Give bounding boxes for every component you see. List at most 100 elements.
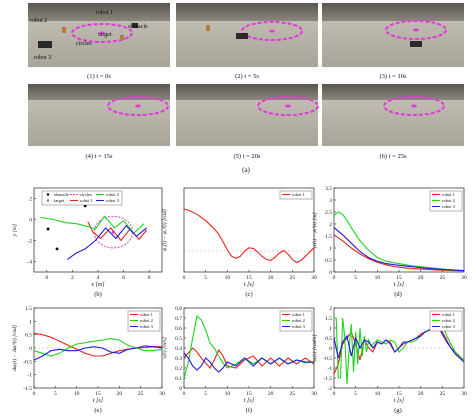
- target-point: [111, 230, 115, 234]
- panel-caption: (g): [394, 407, 402, 414]
- x-tick-label: 0: [183, 391, 186, 397]
- y-tick-label: 1.5: [325, 316, 332, 322]
- legend-label: robot 2: [106, 192, 119, 197]
- y-tick-label: 0.5: [175, 336, 182, 342]
- chart-panel-e: 0 5 10 15 20 25 30 -1.5 -1 -0.5 0 0.5 1 1.5 t [s] Δφᵢ(t…: [11, 306, 165, 414]
- x-tick-label: 25: [440, 391, 446, 397]
- target-marker: [269, 29, 275, 33]
- robot-body: [236, 33, 248, 39]
- y-tick-label: 0.3: [175, 356, 182, 362]
- legend-label: obstacle: [54, 192, 69, 197]
- series-line-robot-3: [33, 345, 163, 361]
- chart-panel-f: 0 5 10 15 20 25 30 0 0.1 0.2 0.3 0.4 0.5 0.6 0.7 0.8 t […: [161, 306, 317, 414]
- photo-panel-3: [322, 3, 464, 67]
- legend-marker: [46, 193, 50, 196]
- x-tick-label: 5: [204, 275, 207, 281]
- x-tick-label: 0: [45, 275, 48, 281]
- series-line-robot-3: [333, 227, 465, 272]
- x-tick-label: 20: [268, 391, 274, 397]
- legend-label: target: [54, 198, 65, 203]
- obstacle-point: [46, 227, 50, 231]
- x-tick-label: 30: [311, 391, 317, 397]
- circle-path: [385, 20, 447, 40]
- series-line-robot-1: [333, 234, 465, 272]
- target-marker: [285, 104, 291, 108]
- y-tick-label: 3: [329, 198, 332, 204]
- panel-caption: (c): [245, 291, 252, 298]
- x-axis-label: t [s]: [93, 398, 104, 404]
- x-tick-label: 0: [183, 275, 186, 281]
- photo-caption-6: (6) t = 25s: [380, 153, 407, 160]
- x-tick-label: 25: [138, 391, 144, 397]
- series-line-robot-1: [183, 347, 315, 369]
- x-axis-label: t [s]: [394, 282, 405, 288]
- legend-label: robot 3: [292, 324, 306, 329]
- y-tick-label: 0: [29, 346, 32, 352]
- y-tick-label: 0: [29, 218, 32, 224]
- overlay-label-target: target: [98, 32, 112, 38]
- photo-wall: [322, 3, 464, 21]
- panel-caption: (d): [394, 291, 402, 298]
- y-tick-label: -4: [27, 260, 32, 266]
- y-tick-label: 0.5: [325, 336, 332, 342]
- x-axis-label: t [s]: [244, 282, 255, 288]
- overlay-label-circles: circles: [76, 41, 92, 47]
- y-tick-label: -1.5: [323, 376, 332, 382]
- x-tick-label: 10: [375, 275, 381, 281]
- x-tick-label: 0: [333, 275, 336, 281]
- y-tick-label: 0: [329, 346, 332, 352]
- series-line-robot-1: [87, 221, 148, 242]
- legend-label: robot 1: [80, 198, 93, 203]
- y-tick-label: 1: [329, 246, 332, 252]
- y-tick-label: 0.2: [175, 366, 182, 372]
- x-tick-label: 15: [95, 391, 101, 397]
- panel-caption: (b): [94, 291, 102, 298]
- x-tick-label: 25: [440, 275, 446, 281]
- circle-path: [241, 21, 303, 41]
- x-tick-label: 25: [290, 391, 296, 397]
- photo-panel-5: [176, 84, 319, 146]
- y-tick-label: 0.1: [175, 376, 182, 382]
- legend-label: robot 2: [442, 318, 455, 323]
- overlay-label-robot-1: robot 1: [96, 10, 113, 16]
- overlay-label-robot-3: robot 3: [34, 55, 51, 61]
- x-tick-label: 20: [418, 275, 424, 281]
- y-tick-label: -2: [327, 386, 332, 392]
- circle-path: [383, 96, 445, 116]
- x-tick-label: 5: [354, 275, 357, 281]
- y-tick-label: 0.4: [175, 346, 182, 352]
- obstacle-box: [120, 35, 124, 40]
- legend-box: [279, 190, 313, 200]
- figure-caption-a: (a): [242, 166, 250, 174]
- circle-path: [257, 96, 319, 116]
- legend-label: robot 1: [442, 312, 455, 317]
- y-tick-label: 0.6: [175, 326, 182, 332]
- x-tick-label: 5: [354, 391, 357, 397]
- y-tick-label: 0.5: [325, 258, 332, 264]
- x-tick-label: 25: [290, 275, 296, 281]
- legend-label: robot 2: [442, 198, 455, 203]
- x-tick-label: 20: [117, 391, 123, 397]
- x-tick-label: 6: [122, 275, 125, 281]
- photo-panel-4: [28, 84, 170, 146]
- series-line-robot-3: [66, 224, 147, 260]
- robot-3-body: [38, 41, 52, 48]
- chart-panel-c: 0 5 10 15 20 25 30 t [s] φ₁(t) − φ₁ᵈ(t) [rad] (c)…: [161, 187, 317, 298]
- x-tick-label: 15: [246, 391, 252, 397]
- x-tick-label: 10: [74, 391, 80, 397]
- legend-label: robot 3: [442, 204, 456, 209]
- target-marker: [135, 104, 141, 108]
- y-axis-label: ρᵢ(t) − ρᵢᵈ(t) [m]: [311, 212, 318, 248]
- chart-panel-d: 0 5 10 15 20 25 30 0 0.5 1 1.5 2 2.5 3 3.5 t [s] ρᵢ(t) −…: [311, 186, 467, 298]
- legend-label: robot 3: [442, 324, 456, 329]
- circle-path: [71, 23, 133, 43]
- x-tick-label: 2: [71, 275, 74, 281]
- y-tick-label: 1: [329, 326, 332, 332]
- photo-caption-4: (4) t = 15s: [86, 153, 113, 160]
- y-tick-label: 2: [29, 197, 32, 203]
- legend-label: robot 3: [106, 198, 120, 203]
- x-tick-label: 30: [461, 275, 467, 281]
- y-tick-label: -1: [27, 373, 32, 379]
